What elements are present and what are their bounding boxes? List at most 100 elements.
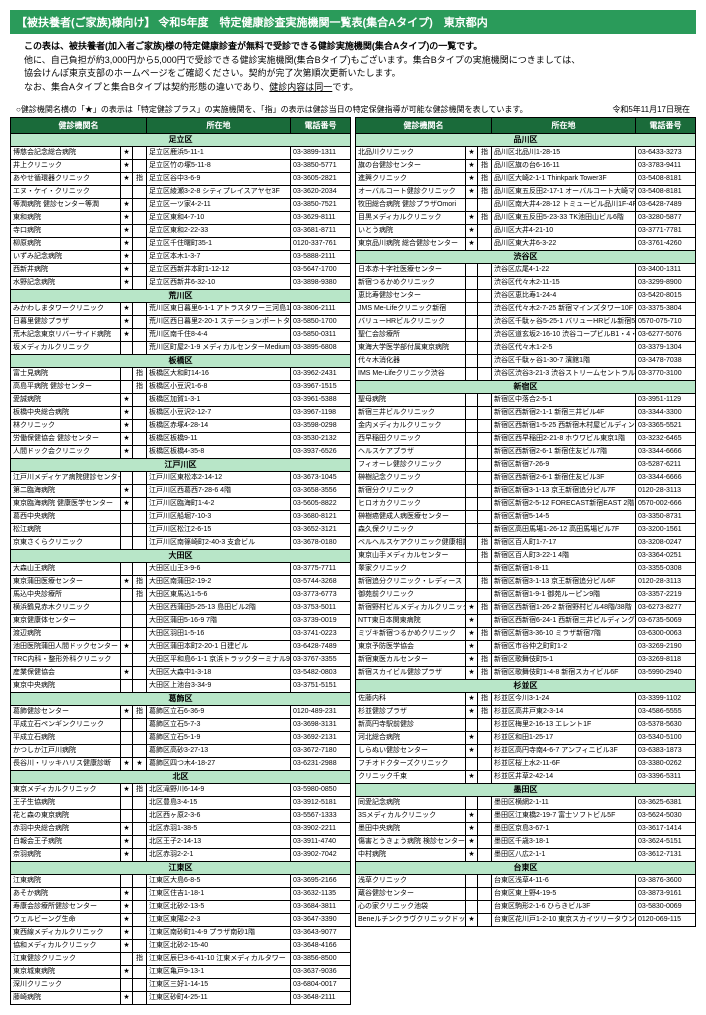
guide-mark: [133, 316, 147, 329]
star-mark: ★: [121, 199, 133, 212]
facility-name: 東和病院: [11, 212, 121, 225]
guide-mark: 指: [478, 186, 492, 199]
guide-mark: [133, 680, 147, 693]
facility-name: 新宿つるかめクリニック: [356, 277, 466, 290]
facility-name: クリニック千束: [356, 771, 466, 784]
facility-addr: 江東区南砂町1-4-9 プラザ南砂1階: [147, 927, 291, 940]
facility-addr: 新宿区新宿7-26-9: [492, 459, 636, 472]
guide-mark: [133, 225, 147, 238]
star-mark: ★: [466, 654, 478, 667]
star-mark: [466, 420, 478, 433]
facility-name: みかわしまタワークリニック: [11, 303, 121, 316]
guide-mark: 指: [133, 576, 147, 589]
facility-addr: 足立区本木1-3-7: [147, 251, 291, 264]
star-mark: [121, 342, 133, 355]
guide-mark: [133, 433, 147, 446]
facility-tel: 03-3232-6465: [636, 433, 696, 446]
guide-mark: [133, 901, 147, 914]
facility-addr: 品川区東五反田5-23-33 TK池田山ビル6階: [492, 212, 636, 225]
facility-addr: 足立区鹿浜5-11-1: [147, 147, 291, 160]
guide-mark: [478, 745, 492, 758]
facility-name: 新宿野村ビルメディカルクリニック: [356, 602, 466, 615]
facility-addr: 新宿区新宿5-14-5: [492, 511, 636, 524]
facility-tel: 03-5980-0850: [291, 784, 351, 797]
star-mark: [466, 888, 478, 901]
star-mark: ★: [121, 940, 133, 953]
guide-mark: [478, 199, 492, 212]
facility-name: 東京蒲田医療センター: [11, 576, 121, 589]
star-mark: ★: [466, 628, 478, 641]
facility-addr: 荒川区南千住8-4-4: [147, 329, 291, 342]
star-mark: ★: [121, 277, 133, 290]
star-mark: ★: [466, 186, 478, 199]
guide-mark: [478, 303, 492, 316]
facility-addr: 墨田区千歳3-18-1: [492, 836, 636, 849]
facility-tel: 03-5830-0069: [636, 901, 696, 914]
ward-header: 江東区: [11, 862, 351, 875]
star-mark: [466, 407, 478, 420]
facility-tel: 03-3357-2219: [636, 589, 696, 602]
guide-mark: [133, 966, 147, 979]
guide-mark: [133, 511, 147, 524]
guide-mark: [133, 329, 147, 342]
facility-tel: 03-5340-5100: [636, 732, 696, 745]
guide-mark: [133, 979, 147, 992]
facility-tel: 03-5420-8015: [636, 290, 696, 303]
facility-tel: 03-6428-7489: [636, 199, 696, 212]
star-mark: ★: [121, 433, 133, 446]
star-mark: [121, 810, 133, 823]
facility-addr: 大田区平和島6-1-1 京浜トラックターミナル9号棟3F: [147, 654, 291, 667]
facility-name: かつしか江戸川病院: [11, 745, 121, 758]
star-mark: ★: [121, 420, 133, 433]
facility-tel: 03-3695-2166: [291, 875, 351, 888]
facility-tel: 03-3598-0298: [291, 420, 351, 433]
guide-mark: [133, 446, 147, 459]
guide-mark: [133, 485, 147, 498]
facility-tel: 03-6804-0017: [291, 979, 351, 992]
star-mark: ★: [121, 992, 133, 1005]
star-mark: [466, 524, 478, 537]
star-mark: ★: [121, 173, 133, 186]
facility-name: 等潤病院 健診センター等潤: [11, 199, 121, 212]
guide-mark: [133, 264, 147, 277]
star-mark: [121, 524, 133, 537]
guide-mark: 指: [478, 576, 492, 589]
ward-header: 渋谷区: [356, 251, 696, 264]
facility-tel: 03-3620-2034: [291, 186, 351, 199]
star-mark: ★: [466, 732, 478, 745]
facility-tel: 03-3751-5151: [291, 680, 351, 693]
facility-name: IMS Me-Lifeクリニック渋谷: [356, 368, 466, 381]
facility-addr: 杉並区桜上水2-11-6F: [492, 758, 636, 771]
star-mark: [466, 758, 478, 771]
facility-name: 深川クリニック: [11, 979, 121, 992]
facility-tel: 03-3771-7781: [636, 225, 696, 238]
ward-header: 足立区: [11, 134, 351, 147]
star-mark: ★: [466, 615, 478, 628]
facility-tel: 03-6428-7489: [291, 641, 351, 654]
guide-mark: [478, 264, 492, 277]
facility-name: 東京中央病院: [11, 680, 121, 693]
facility-addr: 渋谷区千駄ヶ谷5-25-1 バリューHRビル新宿5F: [492, 316, 636, 329]
star-mark: ★: [466, 641, 478, 654]
star-mark: [121, 563, 133, 576]
facility-tel: 03-6433-3273: [636, 147, 696, 160]
guide-mark: 指: [133, 173, 147, 186]
facility-name: 平成立石病院: [11, 732, 121, 745]
facility-addr: 江東区砂町4-25-11: [147, 992, 291, 1005]
facility-addr: 足立区谷中3-6-9: [147, 173, 291, 186]
facility-name: ミヅキ新宿つるかめクリニック: [356, 628, 466, 641]
guide-mark: [133, 420, 147, 433]
star-mark: ★: [121, 407, 133, 420]
facility-name: 博慈会記念総合病院: [11, 147, 121, 160]
facility-tel: 03-3775-7711: [291, 563, 351, 576]
guide-mark: 指: [133, 589, 147, 602]
page-title: 【被扶養者(ご家族)様向け】 令和5年度 特定健康診査実施機関一覧表(集合Aタイ…: [10, 10, 696, 34]
star-mark: ★: [466, 212, 478, 225]
facility-tel: 03-3899-1311: [291, 147, 351, 160]
facility-tel: 03-3530-2132: [291, 433, 351, 446]
col-head-addr: 所在地: [147, 118, 291, 134]
facility-tel: 03-3698-3131: [291, 719, 351, 732]
facility-addr: 杉並区梅里2-16-13 エレント1F: [492, 719, 636, 732]
facility-name: あそか病院: [11, 888, 121, 901]
guide-mark: [478, 368, 492, 381]
